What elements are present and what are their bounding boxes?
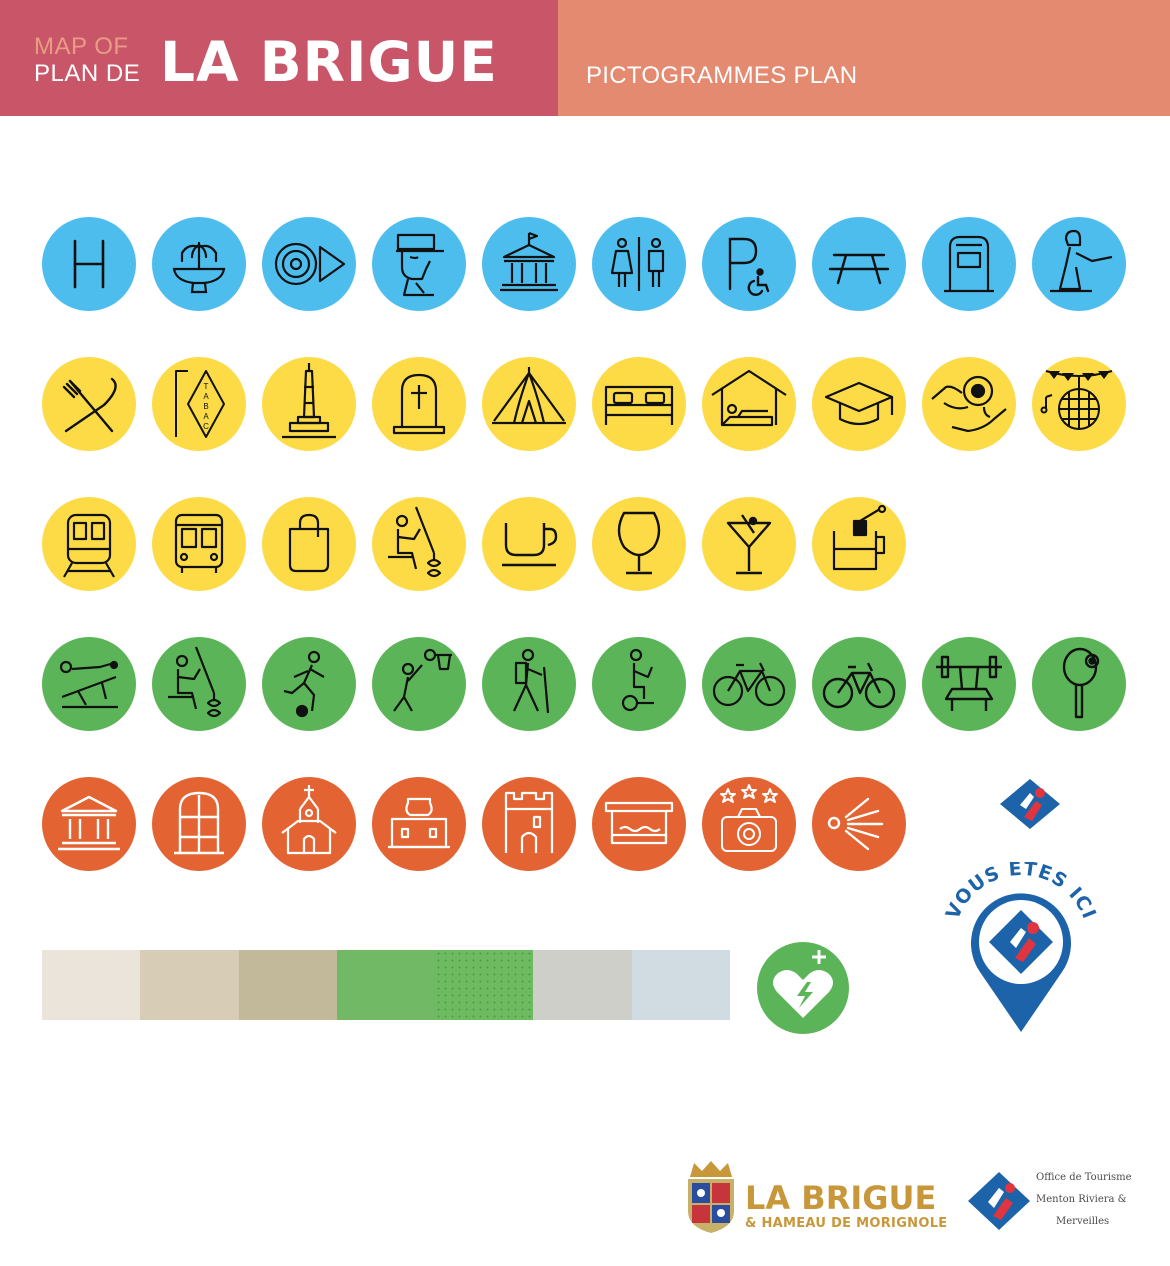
- tea-icon: [812, 497, 906, 591]
- bus-icon: [152, 497, 246, 591]
- svg-text:B: B: [203, 402, 208, 411]
- shop-icon: [262, 497, 356, 591]
- fishing-icon: [152, 637, 246, 731]
- h-letter-icon: [42, 217, 136, 311]
- shelter-icon: [702, 357, 796, 451]
- swatch-7: [631, 950, 730, 1020]
- bicycle-icon: [702, 637, 796, 731]
- hiking-icon: [482, 637, 576, 731]
- toilets-icon: [592, 217, 686, 311]
- map-of-label: MAP OF: [34, 33, 129, 60]
- office-tourism-line-1: Office de Tourisme: [1036, 1172, 1132, 1183]
- office-tourism-logo: [966, 1170, 1032, 1232]
- train-icon: [42, 497, 136, 591]
- cocktail-icon: [702, 497, 796, 591]
- header-banner: MAP OF PLAN DE LA BRIGUE PICTOGRAMMES PL…: [0, 0, 1170, 116]
- office-tourism-line-3: Merveilles: [1056, 1216, 1110, 1227]
- swatch-2: [140, 950, 239, 1020]
- mountain-bike-icon: [812, 637, 906, 731]
- coffee-icon: [482, 497, 576, 591]
- basketball-icon: [372, 637, 466, 731]
- church-icon: [262, 777, 356, 871]
- chapel-door-icon: [152, 777, 246, 871]
- swatch-5: [435, 950, 534, 1020]
- footer-brand-sub: & HAMEAU DE MORIGNOLE: [745, 1216, 948, 1231]
- coat-of-arms: [684, 1161, 738, 1233]
- castle-tower-icon: [482, 777, 576, 871]
- fort-icon: [372, 777, 466, 871]
- town-hall-icon: [482, 217, 576, 311]
- disc-play-icon: [262, 217, 356, 311]
- office-tourism-line-2: Menton Riviera &: [1036, 1194, 1127, 1205]
- fisherman-icon: [372, 497, 466, 591]
- wine-glass-icon: [592, 497, 686, 591]
- footer-brand: LA BRIGUE: [745, 1179, 937, 1217]
- tourism-office-logo: [996, 775, 1064, 833]
- page-title: LA BRIGUE: [160, 30, 498, 94]
- museum-icon: [42, 777, 136, 871]
- football-icon: [262, 637, 356, 731]
- swatch-1: [42, 950, 141, 1020]
- weightlifting-icon: [922, 637, 1016, 731]
- viewpoint-icon: [812, 777, 906, 871]
- fountain-icon: [152, 217, 246, 311]
- segway-icon: [592, 637, 686, 731]
- you-are-here-pin: VOUS ÊTES ICI: [940, 857, 1102, 1036]
- covered-wash-house-icon: [592, 777, 686, 871]
- color-palette: [42, 950, 730, 1020]
- mailbox-icon: [922, 217, 1016, 311]
- picnic-table-icon: [812, 217, 906, 311]
- swatch-4: [336, 950, 436, 1020]
- police-officer-icon: [372, 217, 466, 311]
- restaurant-icon: [42, 357, 136, 451]
- swatch-3: [238, 950, 337, 1020]
- svg-text:A: A: [203, 412, 209, 421]
- tennis-icon: [1032, 637, 1126, 731]
- monument-icon: [262, 357, 356, 451]
- svg-text:C: C: [203, 422, 209, 431]
- swatch-6: [533, 950, 632, 1020]
- svg-text:A: A: [203, 392, 209, 401]
- fencing-icon: [1032, 217, 1126, 311]
- wellness-icon: [922, 357, 1016, 451]
- fitness-trail-icon: [42, 637, 136, 731]
- bed-icon: [592, 357, 686, 451]
- cemetery-icon: [372, 357, 466, 451]
- accessible-parking-icon: [702, 217, 796, 311]
- svg-text:T: T: [204, 382, 209, 391]
- page-subtitle: PICTOGRAMMES PLAN: [586, 62, 858, 89]
- plan-de-label: PLAN DE: [34, 60, 141, 87]
- education-icon: [812, 357, 906, 451]
- header-left-band: [0, 0, 558, 116]
- photo-spot-icon: [702, 777, 796, 871]
- camping-icon: [482, 357, 576, 451]
- header-right-band: [558, 0, 1170, 116]
- party-icon: [1032, 357, 1126, 451]
- defibrillator-icon: [757, 942, 849, 1034]
